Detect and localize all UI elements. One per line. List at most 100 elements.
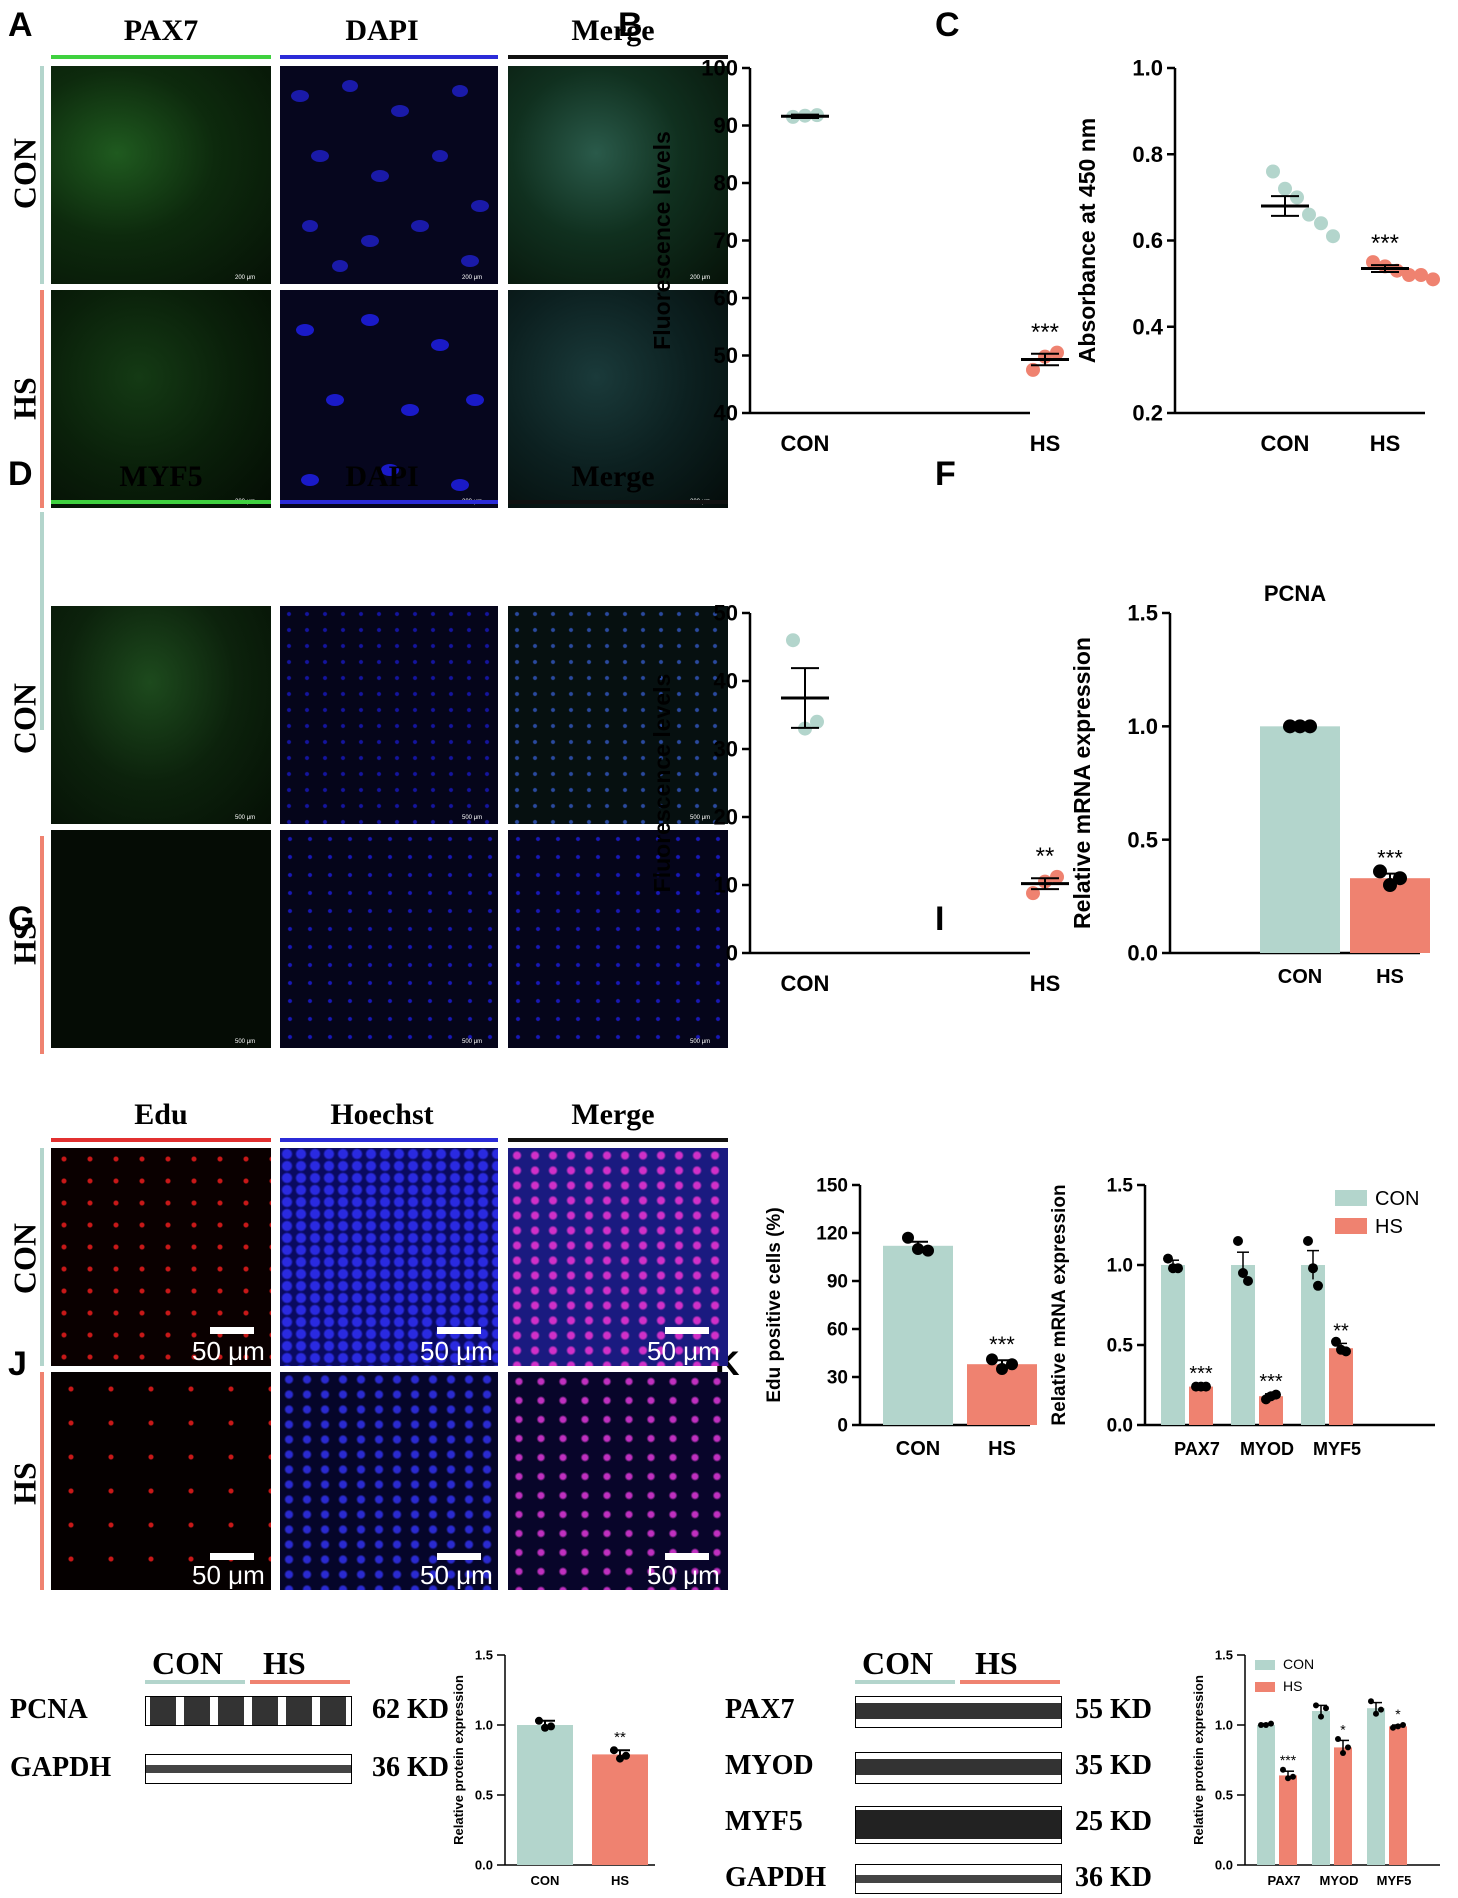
significance-label: *** [1259,1371,1283,1393]
significance-label: ** [1036,843,1055,870]
x-tick-label: CON [781,431,830,456]
y-tick-label: 0.6 [1132,228,1163,253]
row-bar-hs [40,836,44,1054]
data-point [1258,1722,1264,1728]
bar [517,1725,573,1865]
y-axis-label: Fluorescence levels [649,674,675,893]
data-point [1341,1346,1351,1357]
data-point [1426,272,1440,287]
significance-label: *** [1031,319,1059,346]
y-axis-label: Relative mRNA expression [1049,1184,1070,1425]
data-point [1345,1744,1351,1751]
y-tick-label: 90 [714,113,738,138]
col-bar-green [51,55,271,59]
col-title: Merge [571,460,655,493]
scale-bar-label: 200 μm [235,275,256,281]
legend-swatch [1335,1218,1367,1234]
data-point [902,1231,914,1244]
image-pax7-hs [51,290,271,508]
scale-bar-label: 500 μm [690,1039,711,1045]
data-point [1233,1236,1243,1246]
bar [1279,1775,1297,1865]
bar [1367,1708,1385,1865]
data-point [1266,164,1280,179]
col-bar-blue [280,500,498,504]
x-tick-label: MYOD [1240,1439,1294,1459]
y-tick-label: 50 [714,343,738,368]
col-bar-blue [280,55,498,59]
data-point [912,1243,924,1255]
data-point [922,1244,934,1257]
data-point [1414,268,1428,282]
panel-label-a: A [8,6,33,44]
data-point [1373,1710,1379,1717]
scale-bar-label: 500 μm [235,815,256,821]
y-tick-label: 60 [714,286,738,311]
blot-strip-myod [855,1752,1062,1784]
y-tick-label: 1.5 [475,1648,493,1663]
band-size: 55 KD [1075,1694,1152,1725]
legend-label: HS [1283,1678,1302,1694]
data-point [1026,362,1040,377]
band-name: PAX7 [725,1694,795,1725]
data-point [610,1746,618,1755]
scale-bar-label: 50 μm [192,1560,265,1590]
scale-bar-label: 50 μm [420,1336,493,1366]
data-point [1050,869,1064,884]
scale-bar [437,1553,481,1560]
row-bar-con [40,512,44,730]
data-point [1335,1736,1341,1742]
group-bar-con [145,1680,245,1684]
y-tick-label: 0.0 [475,1858,493,1873]
data-point [616,1754,624,1763]
x-tick-label: MYOD [1320,1873,1359,1888]
data-point [1263,1722,1269,1728]
band-size: 36 KD [372,1752,449,1783]
data-point [1201,1381,1211,1392]
data-point [996,1363,1008,1375]
significance-label: *** [1189,1363,1213,1385]
chart-title: PCNA [1264,581,1326,606]
col-title: Hoechst [330,1098,434,1131]
image-pax7-con [51,66,271,284]
band-size: 35 KD [1075,1750,1152,1781]
y-tick-label: 1.0 [1132,56,1163,81]
image-myf5-con [51,606,271,824]
y-tick-label: 1.5 [1107,1176,1134,1197]
y-axis-label: Fluorescence levels [649,131,675,350]
col-title: Merge [571,1098,655,1131]
data-point [1366,255,1380,270]
scale-bar-label: 200 μm [690,275,711,281]
image-myf5-hs [51,830,271,1048]
y-tick-label: 0.5 [1127,827,1158,852]
row-bar-con [40,1148,44,1366]
data-point [1243,1276,1253,1286]
y-tick-label: 1.0 [1127,714,1158,739]
row-bar-con [40,66,44,284]
data-point [1006,1358,1018,1371]
y-tick-label: 70 [714,228,738,253]
y-tick-label: 0.4 [1132,314,1163,339]
y-tick-label: 0.8 [1132,142,1163,167]
x-tick-label: HS [1370,431,1401,456]
blot-strip-pcna [145,1696,352,1726]
x-tick-label: HS [1030,971,1061,996]
y-axis-label: Absorbance at 450 nm [1074,118,1100,363]
legend-label: CON [1375,1188,1419,1210]
significance-label: *** [989,1332,1015,1357]
data-point [1290,1773,1296,1780]
col-bar-black [508,500,728,504]
scale-bar-label: 50 μm [647,1560,720,1590]
y-tick-label: 40 [714,669,738,694]
data-point [1271,1389,1281,1400]
group-label-con: CON [152,1645,224,1681]
y-axis-label: Relative protein expression [1191,1675,1206,1845]
data-point [1278,181,1292,196]
y-tick-label: 0 [726,941,738,966]
y-tick-label: 0.5 [1107,1336,1134,1357]
x-tick-label: CON [896,1438,940,1460]
blot-strip-pax7 [855,1696,1062,1728]
y-tick-label: 0.2 [1132,401,1163,426]
data-point [1293,719,1307,734]
panel-label-j: J [8,1345,27,1383]
